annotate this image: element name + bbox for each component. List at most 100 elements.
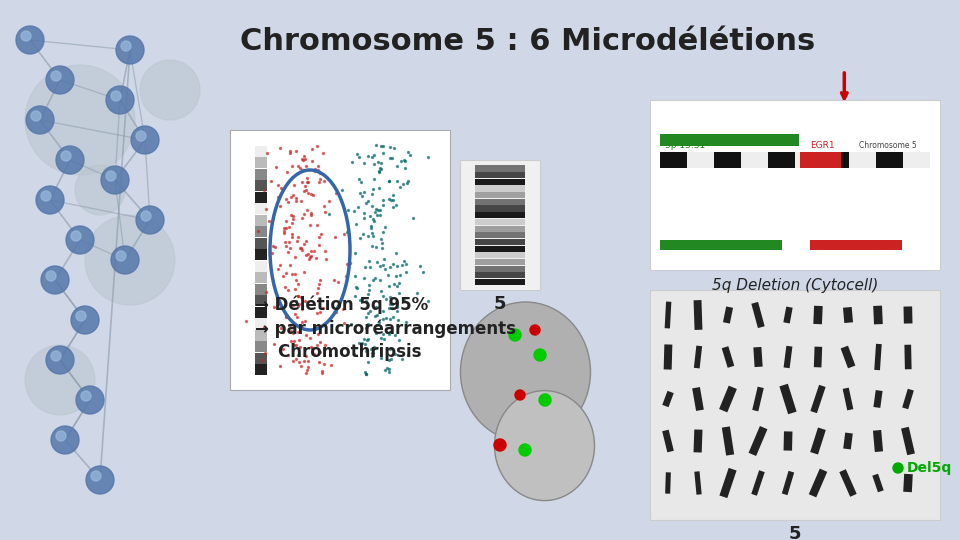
Point: [349, 284, 365, 292]
Point: [270, 265, 285, 274]
Point: [370, 210, 385, 219]
Point: [239, 316, 254, 325]
Polygon shape: [722, 346, 734, 368]
Point: [297, 210, 312, 218]
Polygon shape: [783, 431, 792, 451]
Bar: [714, 152, 741, 168]
Point: [282, 244, 298, 253]
Point: [367, 160, 382, 168]
Point: [294, 155, 309, 164]
Point: [356, 335, 372, 343]
Point: [339, 228, 354, 237]
Point: [355, 230, 371, 239]
Point: [405, 214, 420, 223]
Circle shape: [21, 31, 31, 41]
Point: [285, 328, 300, 337]
Point: [388, 272, 403, 281]
Point: [288, 340, 303, 349]
Point: [358, 323, 373, 332]
Ellipse shape: [461, 302, 590, 442]
Point: [323, 350, 338, 359]
Circle shape: [36, 186, 64, 214]
Point: [375, 195, 391, 204]
Point: [334, 186, 349, 195]
Point: [367, 312, 382, 320]
Point: [339, 272, 354, 280]
Point: [354, 192, 370, 200]
Point: [396, 296, 411, 305]
Point: [325, 275, 341, 284]
Bar: [809, 240, 902, 250]
Point: [364, 224, 379, 233]
Point: [353, 178, 369, 186]
Bar: [255, 157, 267, 168]
Point: [267, 340, 282, 348]
Point: [357, 340, 372, 348]
Point: [279, 168, 295, 177]
Point: [322, 210, 337, 218]
Point: [360, 308, 375, 317]
Point: [382, 328, 397, 336]
Polygon shape: [664, 301, 671, 328]
Point: [292, 342, 307, 351]
Point: [311, 240, 326, 249]
Point: [359, 370, 374, 379]
Point: [389, 249, 404, 258]
Polygon shape: [662, 391, 674, 407]
Point: [373, 141, 389, 150]
Point: [284, 230, 300, 238]
Point: [362, 286, 377, 294]
Point: [360, 320, 375, 328]
Point: [366, 174, 381, 183]
Polygon shape: [810, 385, 826, 413]
Point: [291, 291, 306, 300]
Point: [372, 276, 387, 285]
Point: [360, 196, 375, 205]
Point: [316, 177, 331, 185]
Circle shape: [136, 131, 146, 141]
Point: [293, 244, 308, 253]
Bar: [475, 226, 525, 232]
Point: [293, 197, 308, 206]
Point: [303, 247, 319, 256]
Point: [300, 366, 315, 375]
Point: [388, 350, 403, 359]
Point: [345, 158, 360, 167]
Point: [365, 190, 380, 198]
Bar: [475, 186, 525, 192]
Point: [299, 162, 314, 171]
Bar: [660, 134, 799, 146]
Point: [298, 186, 313, 194]
Circle shape: [26, 106, 54, 134]
Point: [420, 153, 436, 161]
Point: [295, 214, 310, 223]
Circle shape: [121, 41, 131, 51]
Text: 5: 5: [789, 525, 802, 540]
Point: [340, 260, 355, 268]
Point: [278, 269, 294, 278]
Point: [273, 261, 288, 269]
Circle shape: [131, 126, 159, 154]
Circle shape: [51, 71, 61, 81]
Point: [303, 342, 319, 351]
Point: [372, 206, 387, 214]
Point: [389, 261, 404, 270]
Point: [372, 318, 387, 326]
Bar: [255, 284, 267, 294]
Point: [276, 224, 292, 233]
Point: [372, 261, 388, 270]
Point: [385, 300, 400, 308]
Point: [373, 334, 389, 342]
Point: [280, 198, 296, 207]
Point: [313, 307, 328, 316]
Point: [303, 211, 319, 219]
Point: [283, 193, 299, 201]
Point: [295, 156, 310, 164]
Bar: [255, 329, 267, 341]
Point: [382, 143, 397, 152]
Point: [369, 205, 384, 213]
Polygon shape: [875, 344, 881, 370]
Point: [361, 334, 376, 343]
Polygon shape: [693, 429, 703, 453]
Point: [277, 194, 293, 203]
